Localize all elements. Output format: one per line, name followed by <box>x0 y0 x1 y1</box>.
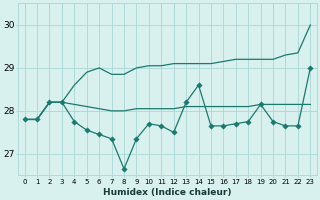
X-axis label: Humidex (Indice chaleur): Humidex (Indice chaleur) <box>103 188 232 197</box>
